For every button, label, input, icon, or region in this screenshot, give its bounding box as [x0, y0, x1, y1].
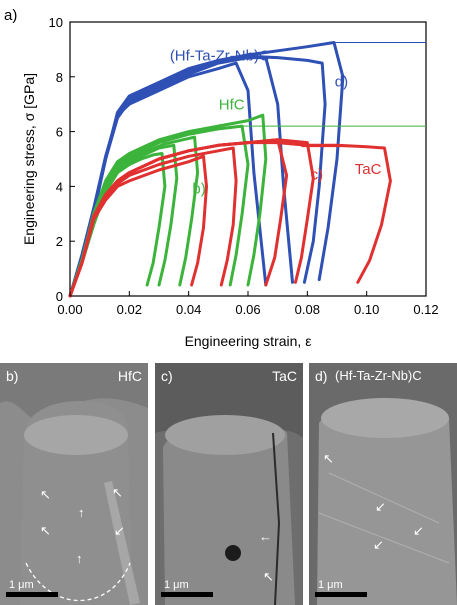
- x-tick-label-3: 0.06: [235, 302, 260, 317]
- x-tick-label-2: 0.04: [176, 302, 201, 317]
- svg-text:↖: ↖: [263, 569, 274, 584]
- svg-text:↖: ↖: [40, 523, 51, 538]
- y-tick-label-1: 2: [56, 234, 63, 249]
- x-tick-label-6: 0.12: [413, 302, 438, 317]
- y-tick-label-4: 8: [56, 70, 63, 85]
- svg-text:↖: ↖: [323, 451, 334, 466]
- y-tick-label-3: 6: [56, 125, 63, 140]
- annotation-3: b): [192, 180, 205, 197]
- panel-name-tac: TaC: [272, 368, 297, 384]
- svg-text:↑: ↑: [78, 505, 85, 520]
- series-1-curve-0: [68, 152, 167, 298]
- panel-name-hftazrnbc: (Hf-Ta-Zr-Nb)C: [335, 368, 422, 383]
- series-2-curve-4: [68, 141, 392, 298]
- scale-bar-label-d: 1 μm: [318, 579, 343, 591]
- sem-panel-tac: ← ↖ c) TaC 1 μm: [155, 363, 303, 605]
- svg-text:←: ←: [259, 529, 272, 544]
- scale-bar-line-c: [161, 592, 213, 597]
- sem-panel-hftazrnbc: ↖ ↙ ↙ ↙ d) (Hf-Ta-Zr-Nb)C 1 μm: [309, 363, 457, 605]
- figure-label: a): [4, 7, 17, 24]
- x-axis-label: Engineering strain, ε: [185, 333, 312, 349]
- scale-bar-label-b: 1 μm: [9, 579, 34, 591]
- scale-bar-d: 1 μm: [315, 579, 375, 597]
- annotation-4: c): [311, 167, 324, 184]
- stress-strain-chart: 0.00 0.02 0.04 0.06 0.08 0.10 0.12 0 2 4 6 8 10 (Hf…: [4, 7, 439, 349]
- sem-image-hftazrnbc: ↖ ↙ ↙ ↙: [309, 363, 457, 605]
- scale-bar-line-b: [6, 592, 58, 597]
- chart-curves: [68, 41, 392, 298]
- x-ticks: 0.00 0.02 0.04 0.06 0.08 0.10 0.12: [57, 291, 439, 317]
- scale-bar-b: 1 μm: [6, 579, 66, 597]
- sem-panel-hfc: ↖ ↖ ↑ ↖ ↙ ↑ b) HfC 1 μm: [0, 363, 148, 605]
- scale-bar-c: 1 μm: [161, 579, 221, 597]
- panel-name-hfc: HfC: [117, 368, 142, 384]
- y-axis-label: Engineering stress, σ [GPa]: [21, 73, 37, 245]
- annotation-1: HfC: [219, 97, 245, 114]
- reference-lines: [242, 42, 426, 148]
- annotation-2: TaC: [355, 161, 382, 178]
- scale-bar-line-d: [315, 592, 367, 597]
- svg-text:↙: ↙: [114, 523, 125, 538]
- scale-bar-label-c: 1 μm: [164, 579, 189, 591]
- y-tick-label-0: 0: [56, 289, 63, 304]
- y-tick-label-5: 10: [49, 15, 63, 30]
- series-0-curve-3: [68, 41, 345, 298]
- panel-label-b: b): [6, 368, 19, 384]
- x-tick-label-1: 0.02: [117, 302, 142, 317]
- svg-text:↙: ↙: [373, 537, 384, 552]
- annotations: (Hf-Ta-Zr-Nb)C HfC TaC b) c) d): [170, 47, 382, 197]
- sem-image-hfc: ↖ ↖ ↑ ↖ ↙ ↑: [0, 363, 148, 605]
- annotation-5: d): [335, 73, 348, 90]
- panel-label-d: d): [315, 368, 328, 384]
- y-ticks: 0 2 4 6 8 10: [49, 15, 75, 304]
- svg-text:↖: ↖: [112, 485, 123, 500]
- series-1-curve-4: [68, 113, 268, 298]
- svg-text:↙: ↙: [375, 499, 386, 514]
- x-tick-label-5: 0.10: [354, 302, 379, 317]
- sem-image-tac: ← ↖: [155, 363, 303, 605]
- annotation-0: (Hf-Ta-Zr-Nb)C: [170, 47, 270, 64]
- y-tick-label-2: 4: [56, 179, 63, 194]
- svg-text:↙: ↙: [413, 523, 424, 538]
- x-tick-label-0: 0.00: [57, 302, 82, 317]
- series-0-curve-1: [68, 56, 294, 298]
- svg-text:↖: ↖: [40, 487, 51, 502]
- panel-label-c: c): [161, 368, 173, 384]
- x-tick-label-4: 0.08: [295, 302, 320, 317]
- svg-text:↑: ↑: [76, 551, 83, 566]
